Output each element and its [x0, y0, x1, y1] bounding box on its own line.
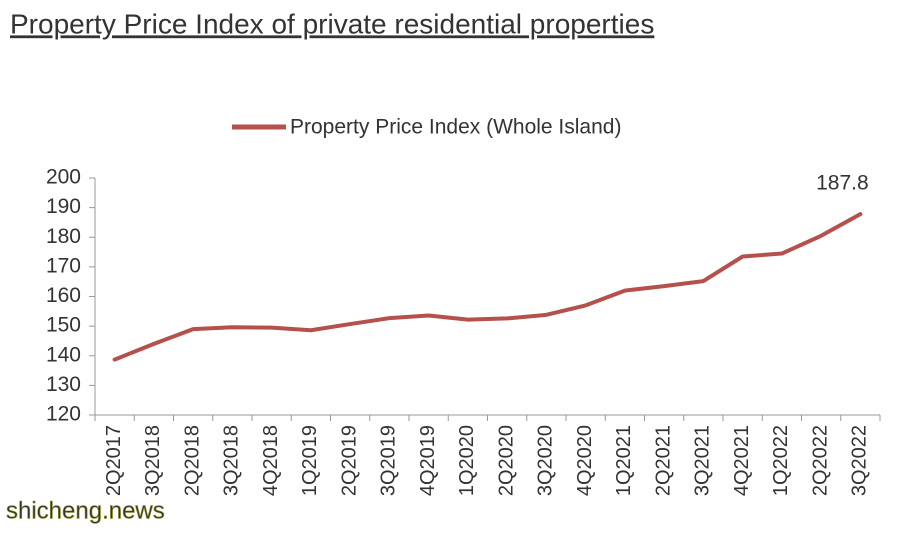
y-tick-label: 130	[46, 373, 81, 396]
y-tick-label: 150	[46, 314, 81, 337]
x-tick-label: 2Q2022	[809, 425, 831, 496]
chart-title: Property Price Index of private resident…	[10, 8, 654, 39]
x-tick-label: 3Q2019	[378, 425, 400, 496]
y-tick-label: 190	[46, 195, 81, 218]
x-tick-label: 4Q2018	[260, 425, 282, 496]
x-tick-label: 3Q2020	[535, 425, 557, 496]
x-tick-label: 4Q2019	[417, 425, 439, 496]
legend-label: Property Price Index (Whole Island)	[290, 116, 621, 139]
x-tick-label: 1Q2022	[770, 425, 792, 496]
y-tick-label: 140	[46, 343, 81, 366]
x-tick-label: 3Q2021	[692, 425, 714, 496]
watermark: shicheng.news	[6, 497, 165, 524]
x-tick-label: 2Q2021	[652, 425, 674, 496]
y-tick-label: 170	[46, 254, 81, 277]
x-tick-label: 4Q2021	[731, 425, 753, 496]
x-tick-label: 1Q2020	[456, 425, 478, 496]
y-tick-label: 120	[46, 403, 81, 426]
x-tick-label: 3Q2018	[221, 425, 243, 496]
x-tick-label: 1Q2021	[613, 425, 635, 496]
y-tick-label: 200	[46, 166, 81, 189]
x-tick-label: 3Q2018	[142, 425, 164, 496]
series-line	[112, 212, 863, 362]
x-tick-label: 2Q2020	[495, 425, 517, 496]
x-tick-label: 2Q2017	[103, 425, 125, 496]
x-tick-label: 2Q2018	[181, 425, 203, 496]
y-tick-label: 180	[46, 225, 81, 248]
x-tick-label: 3Q2022	[849, 425, 871, 496]
y-tick-label: 160	[46, 284, 81, 307]
x-tick-label: 2Q2019	[338, 425, 360, 496]
x-tick-label: 1Q2019	[299, 425, 321, 496]
data-label: 187.8	[816, 172, 869, 195]
x-tick-label: 4Q2020	[574, 425, 596, 496]
